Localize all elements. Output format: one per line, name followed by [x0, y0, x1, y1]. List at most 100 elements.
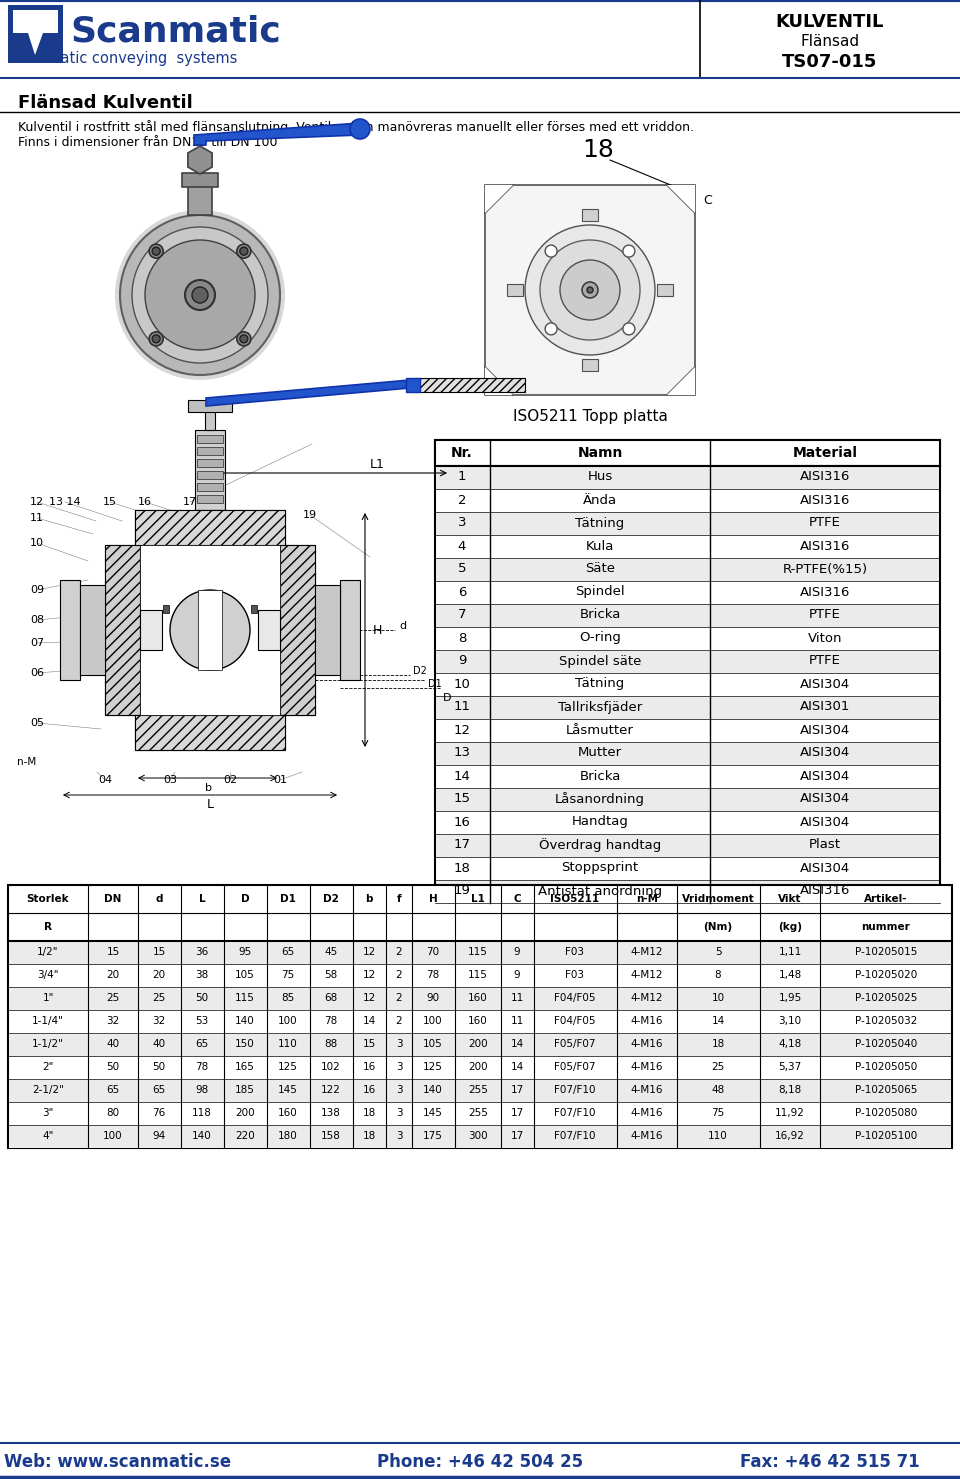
Text: F05/F07: F05/F07: [554, 1040, 596, 1049]
Text: 200: 200: [235, 1108, 254, 1118]
Text: KULVENTIL: KULVENTIL: [776, 13, 884, 31]
Text: 115: 115: [235, 992, 255, 1003]
Text: d: d: [156, 893, 163, 904]
Text: D2: D2: [324, 893, 339, 904]
Bar: [60, 580, 80, 680]
Text: 100: 100: [103, 1131, 123, 1140]
Text: 9: 9: [458, 655, 467, 667]
Text: 138: 138: [321, 1108, 341, 1118]
Circle shape: [149, 331, 163, 346]
Bar: [135, 714, 285, 750]
Text: 78: 78: [324, 1016, 338, 1026]
Text: R-PTFE(%15): R-PTFE(%15): [782, 562, 868, 575]
Bar: [251, 605, 257, 612]
Text: AISI304: AISI304: [800, 769, 851, 782]
Text: F04/F05: F04/F05: [554, 1016, 596, 1026]
Text: AISI316: AISI316: [800, 540, 851, 553]
Text: 17: 17: [511, 1131, 523, 1140]
Circle shape: [192, 287, 208, 303]
Text: 02: 02: [223, 775, 237, 785]
Text: Ända: Ända: [583, 494, 617, 506]
Polygon shape: [485, 185, 513, 213]
Bar: [80, 586, 105, 674]
Text: Antistat anordning: Antistat anordning: [538, 884, 662, 898]
Text: 65: 65: [196, 1040, 208, 1049]
Text: nummer: nummer: [862, 921, 910, 932]
Text: n-M: n-M: [636, 893, 658, 904]
Text: 7: 7: [458, 608, 467, 621]
Circle shape: [582, 282, 598, 297]
Text: 13: 13: [453, 747, 470, 760]
Text: D: D: [443, 694, 451, 703]
Text: Web: www.scanmatic.se: Web: www.scanmatic.se: [5, 1452, 231, 1472]
Text: 4-M16: 4-M16: [631, 1062, 663, 1072]
Text: 4": 4": [42, 1131, 54, 1140]
Bar: [135, 510, 285, 544]
Bar: [436, 788, 939, 810]
Text: 1": 1": [42, 992, 54, 1003]
Text: Kulventil i rostfritt stål med flänsanslutning. Ventilen kan manövreras manuellt: Kulventil i rostfritt stål med flänsansl…: [18, 120, 694, 135]
Text: 12: 12: [362, 992, 375, 1003]
Text: Spindel säte: Spindel säte: [559, 655, 641, 667]
Text: d: d: [399, 621, 406, 632]
Text: 15: 15: [107, 947, 120, 957]
Text: Plast: Plast: [809, 839, 841, 852]
Text: Bricka: Bricka: [579, 608, 621, 621]
Text: 70: 70: [426, 947, 440, 957]
Circle shape: [623, 246, 635, 257]
Text: 3: 3: [396, 1086, 402, 1094]
Bar: [436, 466, 939, 490]
Text: 1,95: 1,95: [779, 992, 802, 1003]
Text: AISI304: AISI304: [800, 747, 851, 760]
Polygon shape: [188, 146, 212, 175]
Text: 2: 2: [396, 992, 402, 1003]
Text: Vridmoment: Vridmoment: [682, 893, 755, 904]
Text: 14: 14: [511, 1062, 523, 1072]
Text: Viton: Viton: [807, 632, 842, 645]
Text: 78: 78: [426, 970, 440, 981]
Text: F07/F10: F07/F10: [554, 1086, 596, 1094]
Text: 15: 15: [362, 1040, 375, 1049]
Bar: [436, 880, 939, 904]
Text: 15: 15: [153, 947, 166, 957]
Text: 3": 3": [42, 1108, 54, 1118]
Text: Spindel: Spindel: [575, 586, 625, 599]
Text: 160: 160: [468, 1016, 488, 1026]
Bar: [340, 580, 360, 680]
Text: 6: 6: [458, 586, 467, 599]
Text: 16: 16: [362, 1062, 375, 1072]
Text: 16: 16: [362, 1086, 375, 1094]
Text: P-10205040: P-10205040: [854, 1040, 917, 1049]
Text: 09: 09: [30, 586, 44, 595]
Bar: [163, 605, 169, 612]
Text: 100: 100: [423, 1016, 443, 1026]
Bar: [582, 359, 598, 371]
Text: PTFE: PTFE: [809, 655, 841, 667]
Text: 20: 20: [153, 970, 165, 981]
Circle shape: [240, 247, 248, 256]
Text: 140: 140: [192, 1131, 212, 1140]
Text: 17: 17: [511, 1086, 523, 1094]
Text: 105: 105: [235, 970, 254, 981]
Bar: [8, 884, 952, 1148]
Text: 45: 45: [324, 947, 338, 957]
Text: DN: DN: [105, 893, 122, 904]
Text: 1-1/2": 1-1/2": [32, 1040, 64, 1049]
Polygon shape: [194, 123, 360, 145]
Text: 220: 220: [235, 1131, 254, 1140]
Text: Scanmatic: Scanmatic: [70, 15, 280, 49]
Text: b: b: [204, 782, 211, 793]
Text: AISI304: AISI304: [800, 793, 851, 806]
Text: PTFE: PTFE: [809, 608, 841, 621]
Text: TS07-015: TS07-015: [782, 53, 877, 71]
Circle shape: [237, 244, 251, 259]
Text: 12: 12: [30, 497, 44, 507]
Circle shape: [237, 331, 251, 346]
Text: Phone: +46 42 504 25: Phone: +46 42 504 25: [377, 1452, 583, 1472]
Text: AISI304: AISI304: [800, 677, 851, 691]
Text: 145: 145: [423, 1108, 443, 1118]
Bar: [197, 470, 223, 479]
Text: 9: 9: [514, 947, 520, 957]
Text: Artikel-: Artikel-: [864, 893, 908, 904]
Text: 150: 150: [235, 1040, 254, 1049]
